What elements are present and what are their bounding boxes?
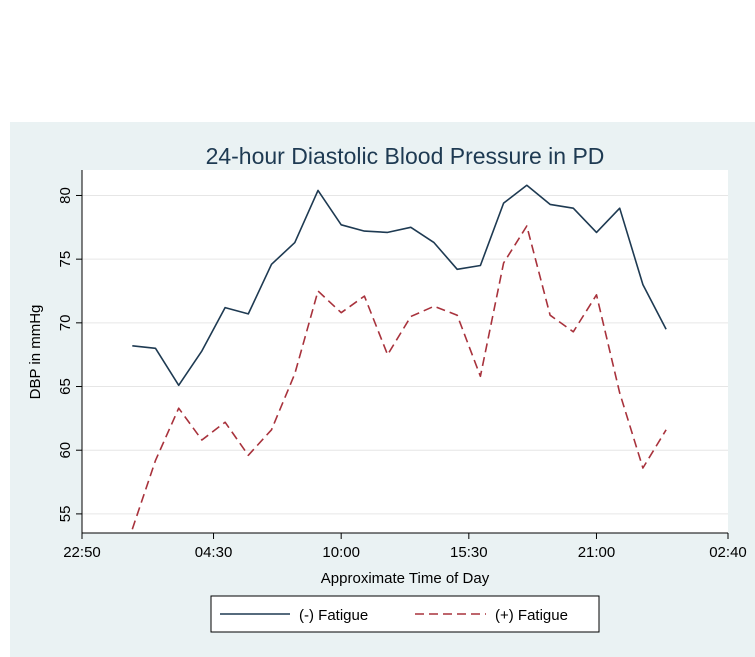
series-layer	[131, 184, 667, 530]
y-tick-label-70: 70	[57, 314, 74, 331]
x-axis-ticks: 22:50 04:30 10:00 15:30 21:00 02:40	[63, 533, 747, 561]
chart-panel: 24-hour Diastolic Blood Pressure in PD 5…	[10, 122, 755, 657]
x-tick-label-1: 04:30	[195, 544, 233, 561]
x-tick-label-5: 02:40	[709, 544, 747, 561]
legend-label-fatigue: (+) Fatigue	[495, 607, 568, 624]
series-line-1	[131, 225, 667, 530]
line-chart: 24-hour Diastolic Blood Pressure in PD 5…	[27, 143, 747, 633]
y-axis-title: DBP in mmHg	[27, 305, 44, 400]
x-tick-label-3: 15:30	[450, 544, 488, 561]
x-tick-label-2: 10:00	[322, 544, 360, 561]
legend-label-no-fatigue: (-) Fatigue	[299, 607, 368, 624]
x-tick-label-4: 21:00	[578, 544, 616, 561]
chart-title: 24-hour Diastolic Blood Pressure in PD	[206, 143, 605, 169]
y-tick-label-55: 55	[57, 506, 74, 523]
y-axis-ticks: 55 60 65 70 75 80	[57, 187, 82, 522]
series-line-0	[132, 184, 667, 387]
y-tick-label-75: 75	[57, 251, 74, 268]
x-tick-label-0: 22:50	[63, 544, 101, 561]
plot-area	[82, 170, 728, 533]
y-tick-label-65: 65	[57, 378, 74, 395]
y-tick-label-80: 80	[57, 187, 74, 204]
y-tick-label-60: 60	[57, 442, 74, 459]
gridlines	[82, 194, 728, 515]
x-axis-title: Approximate Time of Day	[321, 570, 490, 587]
legend: (-) Fatigue (+) Fatigue	[210, 595, 600, 633]
